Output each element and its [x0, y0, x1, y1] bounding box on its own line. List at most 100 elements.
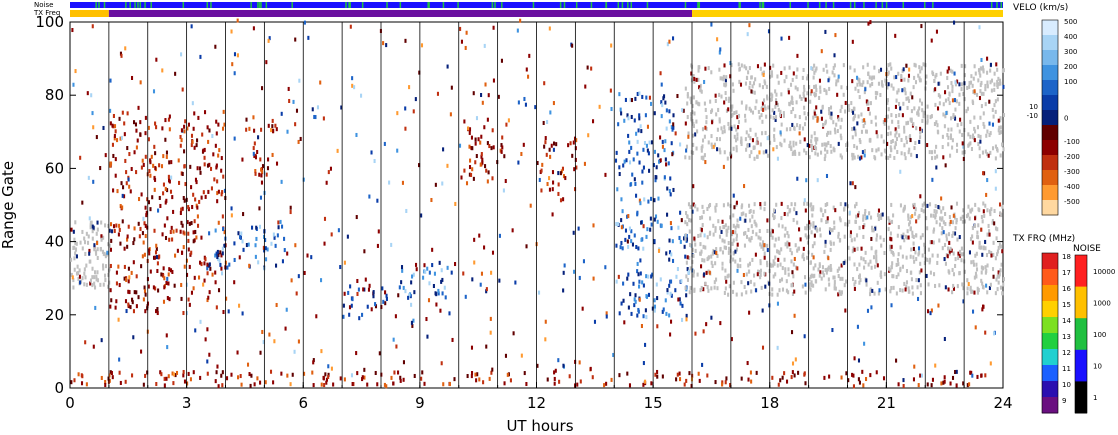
- scatter-cell: [302, 177, 305, 182]
- scatter-cell: [222, 109, 225, 114]
- scatter-cell: [385, 43, 388, 48]
- scatter-cell: [801, 254, 804, 259]
- scatter-cell: [1002, 277, 1005, 282]
- scatter-cell: [908, 220, 912, 225]
- scatter-cell: [487, 170, 490, 175]
- scatter-cell: [865, 101, 869, 106]
- scatter-cell: [989, 361, 992, 366]
- scatter-cell: [972, 89, 975, 94]
- scatter-cell: [932, 229, 935, 234]
- scatter-cell: [905, 63, 908, 68]
- scatter-cell: [181, 223, 184, 228]
- scatter-cell: [969, 80, 973, 85]
- scatter-cell: [895, 75, 898, 80]
- scatter-cell: [857, 210, 860, 215]
- scatter-cell: [630, 239, 633, 244]
- scatter-cell: [954, 80, 957, 85]
- scatter-cell: [959, 216, 962, 221]
- scatter-cell: [786, 244, 789, 249]
- scatter-cell: [294, 37, 297, 42]
- scatter-cell: [935, 29, 938, 34]
- scatter-cell: [746, 75, 749, 80]
- scatter-cell: [890, 140, 893, 145]
- scatter-cell: [960, 82, 963, 87]
- scatter-cell: [498, 278, 501, 283]
- scatter-cell: [912, 255, 915, 260]
- scatter-cell: [199, 319, 202, 324]
- scatter-cell: [187, 207, 190, 212]
- scatter-cell: [220, 168, 223, 173]
- scatter-cell: [729, 215, 732, 220]
- scatter-cell: [718, 119, 721, 124]
- scatter-cell: [761, 119, 764, 124]
- scatter-cell: [193, 145, 196, 150]
- scatter-cell: [829, 105, 833, 110]
- scatter-cell: [795, 211, 798, 216]
- scatter-cell: [986, 263, 989, 268]
- scatter-cell: [446, 64, 449, 69]
- scatter-cell: [941, 216, 944, 221]
- scatter-cell: [529, 203, 532, 208]
- scatter-cell: [821, 122, 825, 127]
- scatter-cell: [270, 128, 273, 133]
- scatter-cell: [819, 85, 822, 90]
- scatter-cell: [1000, 213, 1003, 218]
- noise-bar-spike: [250, 2, 252, 8]
- scatter-cell: [83, 236, 86, 241]
- scatter-cell: [189, 252, 192, 257]
- scatter-cell: [757, 235, 760, 240]
- scatter-cell: [721, 380, 724, 385]
- scatter-cell: [840, 117, 843, 122]
- scatter-cell: [953, 231, 957, 236]
- scatter-cell: [735, 292, 738, 297]
- scatter-cell: [192, 192, 195, 197]
- scatter-cell: [668, 257, 671, 262]
- scatter-cell: [910, 277, 913, 282]
- scatter-cell: [798, 94, 802, 99]
- scatter-cell: [142, 216, 145, 221]
- scatter-cell: [788, 35, 791, 40]
- scatter-cell: [915, 154, 918, 159]
- scatter-cell: [91, 229, 94, 234]
- scatter-cell: [669, 176, 672, 181]
- scatter-cell: [830, 111, 833, 116]
- scatter-cell: [273, 235, 276, 240]
- scatter-cell: [702, 209, 705, 214]
- scatter-cell: [230, 372, 233, 377]
- scatter-cell: [546, 377, 549, 382]
- scatter-cell: [418, 163, 421, 168]
- scatter-cell: [986, 290, 989, 295]
- scatter-cell: [759, 261, 762, 266]
- scatter-cell: [778, 288, 781, 293]
- scatter-cell: [919, 129, 923, 134]
- scatter-cell: [165, 376, 168, 381]
- scatter-cell: [351, 83, 354, 88]
- scatter-cell: [125, 277, 128, 283]
- scatter-cell: [988, 133, 991, 138]
- scatter-cell: [398, 285, 401, 290]
- scatter-cell: [414, 97, 417, 102]
- scatter-cell: [703, 101, 706, 106]
- scatter-cell: [307, 35, 310, 40]
- scatter-cell: [829, 264, 832, 269]
- scatter-cell: [988, 209, 992, 214]
- scatter-cell: [314, 115, 317, 120]
- scatter-cell: [858, 273, 861, 278]
- scatter-cell: [284, 326, 287, 331]
- scatter-cell: [922, 209, 925, 214]
- scatter-cell: [790, 202, 793, 207]
- scatter-cell: [744, 113, 747, 118]
- scatter-cell: [780, 36, 783, 41]
- scatter-cell: [440, 361, 443, 366]
- scatter-cell: [707, 255, 710, 260]
- scatter-cell: [637, 128, 640, 133]
- scatter-cell: [322, 375, 325, 380]
- scatter-cell: [735, 110, 738, 115]
- scatter-cell: [710, 70, 713, 75]
- scatter-cell: [376, 382, 379, 387]
- scatter-cell: [773, 134, 776, 139]
- scatter-cell: [820, 218, 823, 223]
- velo-tick-label: 10: [1029, 103, 1038, 111]
- scatter-cell: [390, 242, 393, 247]
- scatter-cell: [755, 223, 758, 228]
